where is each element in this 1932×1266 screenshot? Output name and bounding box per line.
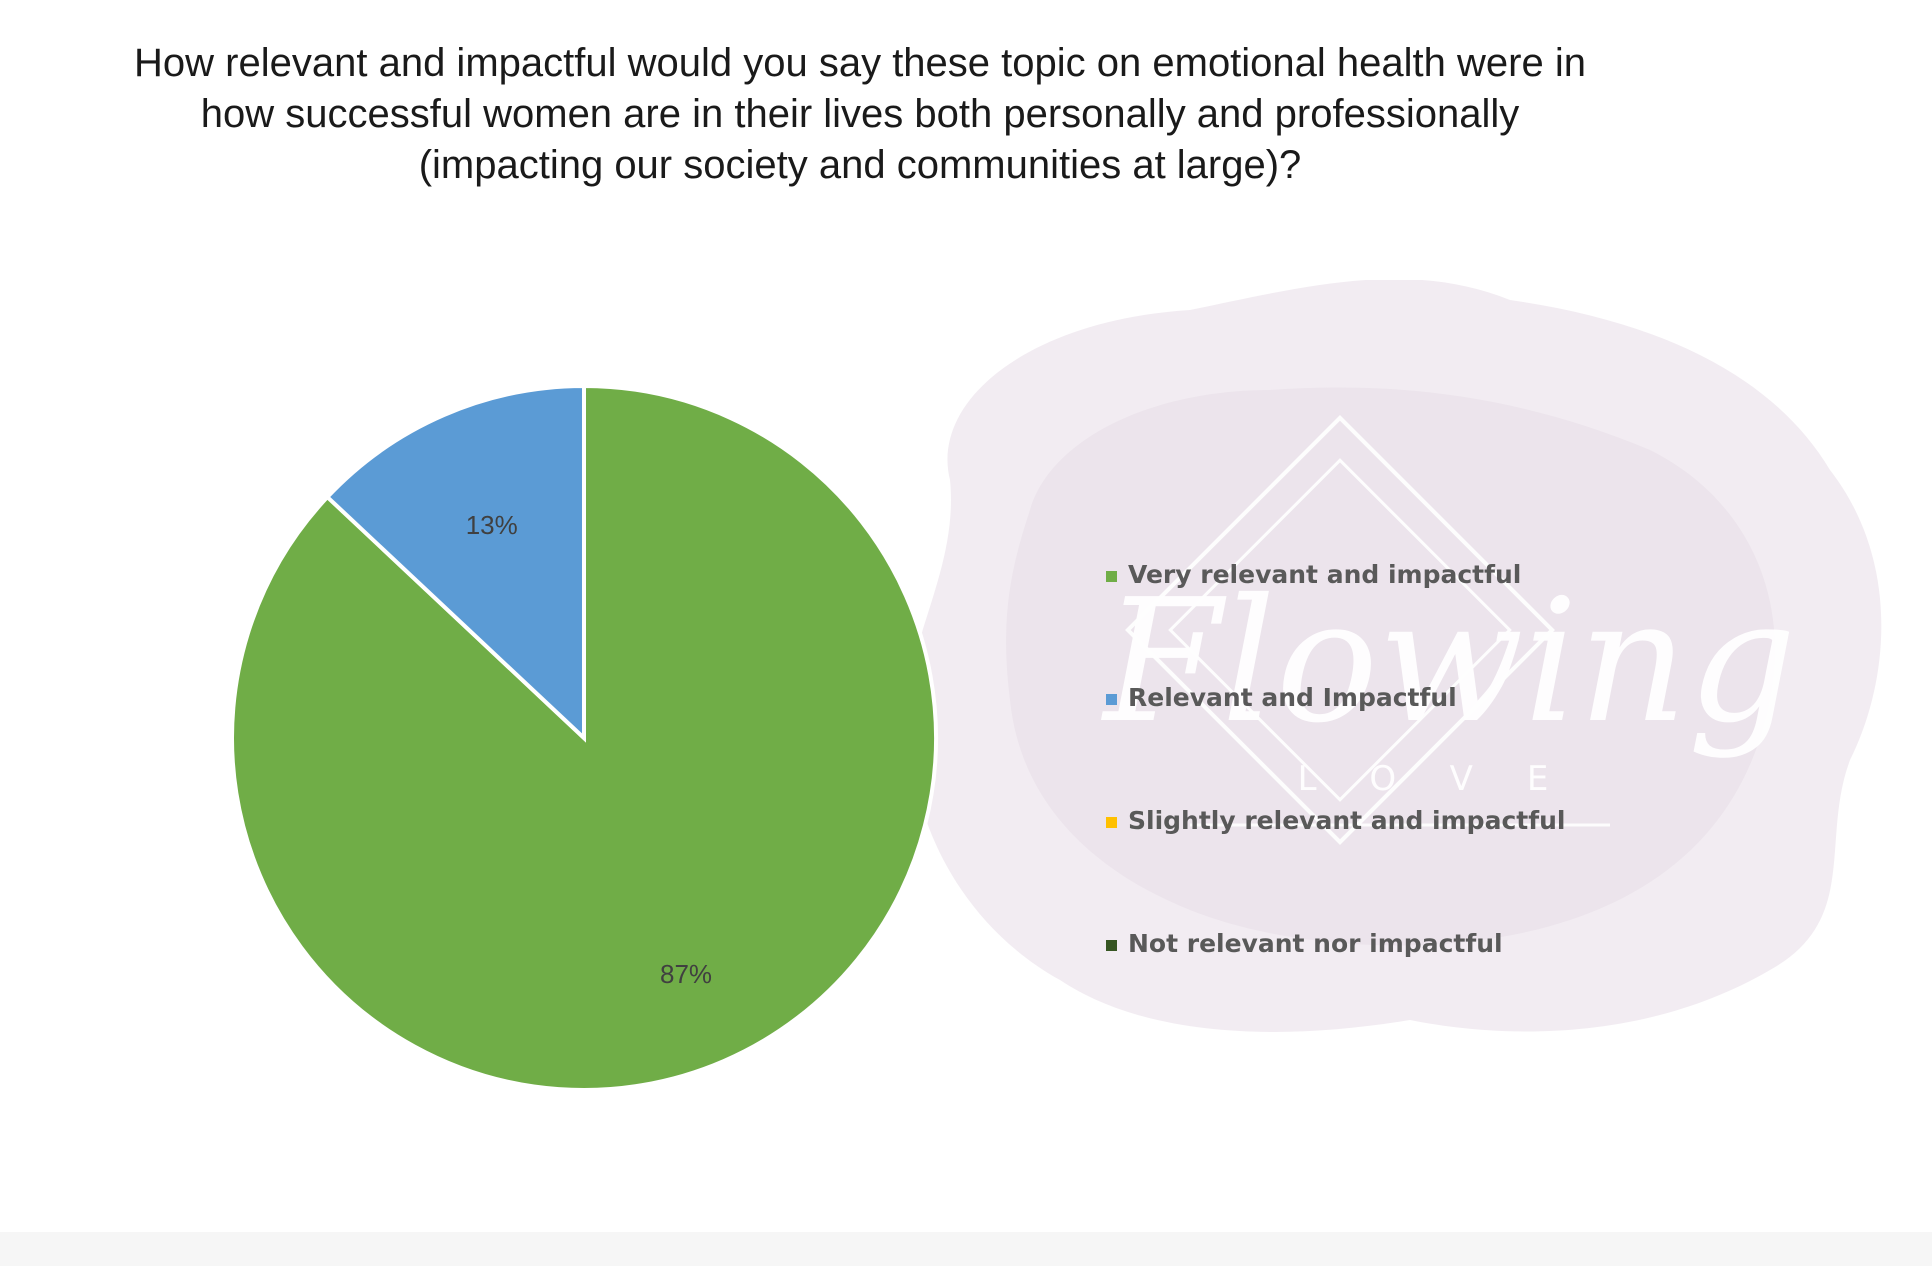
pie-slice-relevant [324,383,586,743]
watermark-word: LOVE [1298,759,1603,799]
flowing-love-watermark: Flowing LOVE [906,280,1882,1032]
watermark-script: Flowing [1101,563,1797,761]
legend-item-relevant: Relevant and Impactful [1106,679,1565,802]
legend-swatch-very-relevant [1106,571,1117,582]
data-label-relevant: 13% [466,510,518,540]
legend-item-slightly-relevant: Slightly relevant and impactful [1106,802,1565,925]
bottom-strip [0,1232,1932,1266]
chart-title-line-3: (impacting our society and communities a… [418,143,1302,187]
legend: Very relevant and impactful Relevant and… [1106,556,1565,1048]
legend-label-very-relevant: Very relevant and impactful [1128,560,1522,589]
legend-label-slightly-relevant: Slightly relevant and impactful [1128,806,1566,835]
chart-title: How relevant and impactful would you say… [40,38,1680,191]
legend-item-very-relevant: Very relevant and impactful [1106,556,1565,679]
watermark-diamond-outer [1125,415,1555,845]
legend-swatch-relevant [1106,694,1117,705]
watermark-diamond-inner [1168,458,1512,802]
legend-label-not-relevant: Not relevant nor impactful [1128,929,1503,958]
legend-swatch-slightly-relevant [1106,817,1117,828]
watermark-splash-inner [1006,387,1775,946]
chart-title-line-2: how successful women are in their lives … [200,92,1520,136]
chart-title-line-1: How relevant and impactful would you say… [134,41,1586,85]
legend-swatch-not-relevant [1106,940,1117,951]
legend-label-relevant: Relevant and Impactful [1128,683,1457,712]
data-label-very-relevant: 87% [660,959,712,989]
legend-item-not-relevant: Not relevant nor impactful [1106,925,1565,1048]
